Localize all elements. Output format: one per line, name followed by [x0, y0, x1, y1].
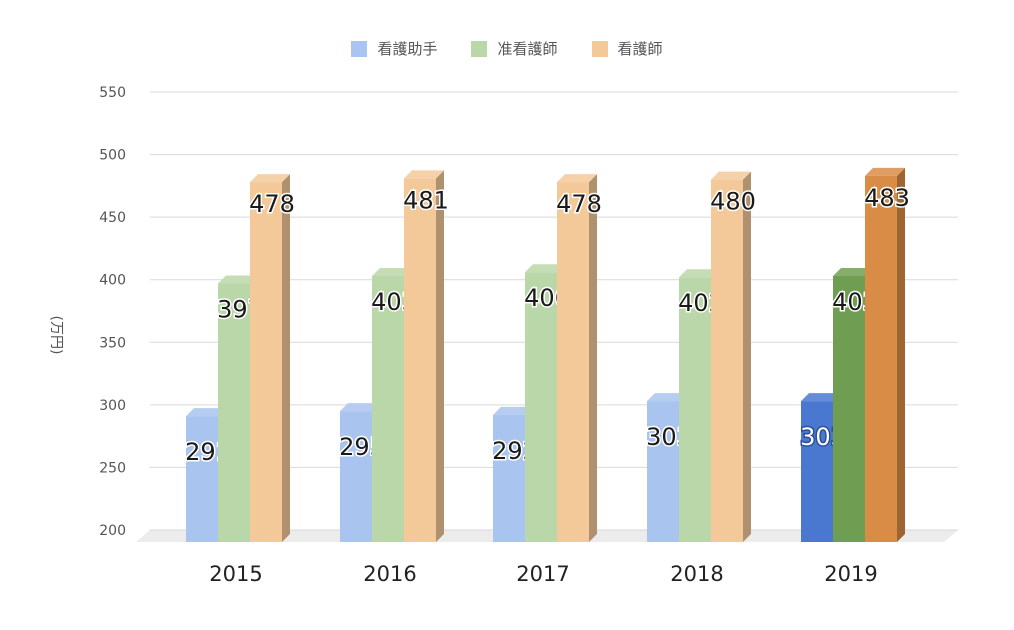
legend-item-nurse: 看護師: [591, 38, 663, 59]
chart-legend: 看護助手 准看護師 看護師: [0, 38, 1014, 59]
x-tick-label: 2018: [670, 562, 723, 586]
legend-label-assistant-nurse: 准看護師: [497, 40, 558, 58]
legend-swatch-assistant-nurse: [471, 40, 488, 57]
x-tick-label: 2017: [516, 562, 569, 586]
bar-top-2016-series-2: [404, 170, 444, 179]
y-tick-label: 250: [99, 460, 126, 476]
bar-top-2018-series-0: [647, 393, 687, 402]
bar-2017-series-2: [557, 182, 589, 543]
bar-top-2016-series-0: [340, 403, 380, 412]
bar-2016-series-2: [404, 178, 436, 542]
bar-2018-series-0: [647, 401, 679, 542]
bar-top-2018-series-1: [679, 269, 719, 278]
bar-side-2016-series-2: [436, 170, 444, 542]
bar-side-2018-series-2: [743, 171, 751, 542]
y-tick-label: 500: [99, 148, 126, 164]
y-tick-label: 550: [99, 85, 126, 101]
bar-top-2019-series-0: [801, 393, 841, 402]
legend-item-assistant-nurse: 准看護師: [471, 38, 558, 59]
x-tick-label: 2019: [824, 562, 877, 586]
bar-2019-series-1: [833, 275, 865, 542]
bar-top-2017-series-1: [525, 264, 565, 273]
data-label-2016-series-2: 481: [403, 186, 449, 214]
bar-top-2017-series-2: [557, 174, 597, 183]
bar-2016-series-1: [372, 275, 404, 542]
y-tick-label: 450: [99, 210, 126, 226]
legend-label-nurse: 看護師: [617, 40, 663, 58]
bar-top-2016-series-1: [372, 267, 412, 276]
legend-swatch-nurse: [591, 40, 608, 57]
bar-side-2017-series-2: [589, 174, 597, 543]
bar-top-2018-series-2: [711, 171, 751, 180]
x-tick-label: 2015: [209, 562, 262, 586]
bar-2015-series-0: [186, 416, 218, 542]
legend-item-nursing-assistant: 看護助手: [351, 38, 437, 59]
data-label-2019-series-2: 483: [864, 184, 910, 212]
bar-side-2019-series-2: [897, 167, 905, 543]
bar-side-2015-series-2: [282, 174, 290, 543]
bar-top-2019-series-2: [865, 167, 905, 176]
bar-2019-series-0: [801, 401, 833, 542]
y-tick-label: 300: [99, 398, 126, 414]
y-tick-label: 400: [99, 273, 126, 289]
bar-top-2017-series-0: [493, 406, 533, 415]
bar-top-2019-series-1: [833, 267, 873, 276]
bar-2018-series-1: [679, 277, 711, 542]
legend-label-nursing-assistant: 看護助手: [377, 40, 438, 58]
bar-2017-series-1: [525, 272, 557, 542]
x-tick-label: 2016: [363, 562, 416, 586]
bar-2015-series-1: [218, 283, 250, 542]
data-label-2017-series-2: 478: [556, 190, 602, 218]
data-label-2015-series-2: 478: [249, 190, 295, 218]
bar-top-2015-series-1: [218, 275, 258, 284]
bar-top-2015-series-0: [186, 408, 226, 417]
bar-top-2015-series-2: [250, 174, 290, 183]
y-tick-label: 350: [99, 335, 126, 351]
bar-2015-series-2: [250, 182, 282, 543]
legend-swatch-nursing-assistant: [351, 40, 368, 57]
bar-2019-series-2: [865, 175, 897, 543]
bar-2018-series-2: [711, 179, 743, 542]
bar-2017-series-0: [493, 414, 525, 542]
data-label-2018-series-2: 480: [710, 188, 756, 216]
y-axis-label: (万円): [48, 316, 64, 355]
bar-2016-series-0: [340, 411, 372, 542]
y-tick-label: 200: [99, 523, 126, 539]
